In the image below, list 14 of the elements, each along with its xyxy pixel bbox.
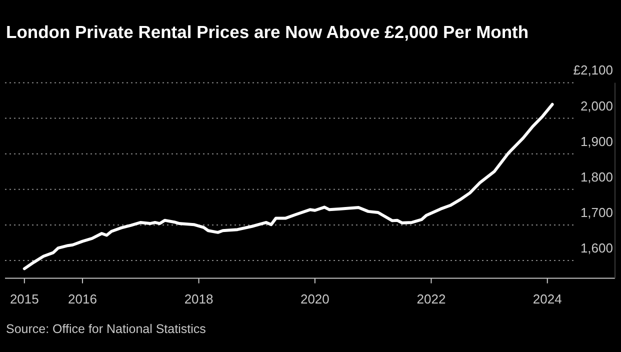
x-tick-label: 2016 — [68, 291, 97, 306]
y-tick-label: 2,000 — [580, 98, 613, 114]
x-tick-label: 2024 — [532, 291, 562, 306]
y-tick-label: 1,900 — [580, 134, 613, 149]
chart-title: London Private Rental Prices are Now Above £2,000 Per Month — [6, 22, 529, 42]
y-tick-label: 1,800 — [580, 169, 613, 184]
x-tick-label: 2022 — [416, 291, 446, 306]
y-tick-label: 1,600 — [580, 240, 613, 256]
y-tick-label: 1,700 — [580, 204, 613, 220]
source-note: Source: Office for National Statistics — [6, 322, 206, 336]
x-tick-label: 2018 — [184, 291, 214, 306]
x-tick-label: 2015 — [10, 291, 39, 306]
y-tick-label: £2,100 — [573, 62, 613, 78]
x-tick-label: 2020 — [300, 291, 330, 306]
